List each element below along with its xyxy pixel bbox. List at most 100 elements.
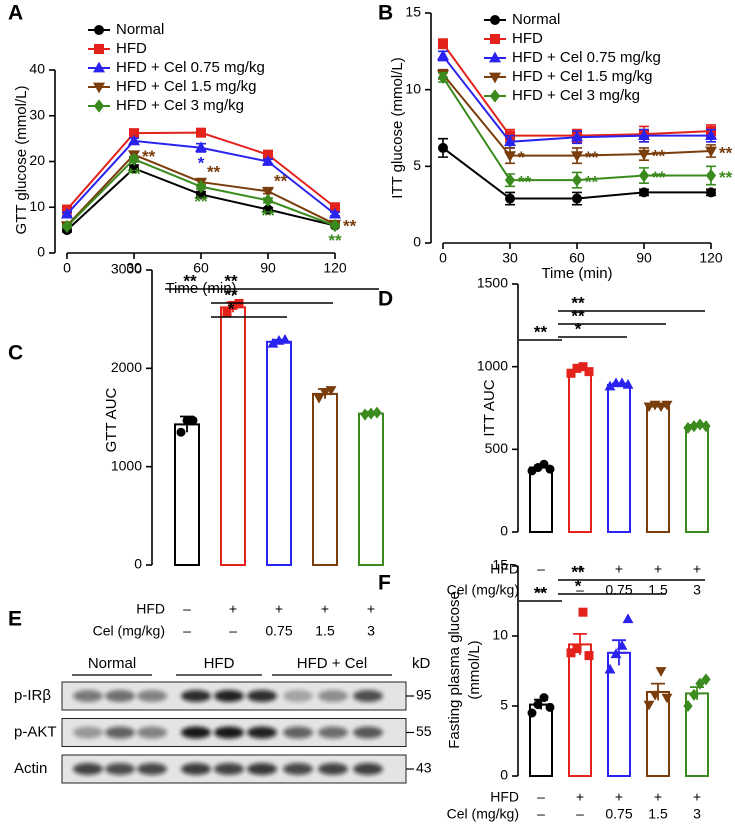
y-tick-label: 1000 [477, 357, 508, 373]
row-value: 1.5 [648, 806, 668, 822]
data-point [196, 127, 206, 138]
blot-band [353, 726, 383, 739]
panel-letter: A [8, 2, 23, 25]
data-point [328, 207, 342, 219]
legend-label: HFD + Cel 1.5 mg/kg [116, 78, 256, 95]
blot-band [73, 763, 103, 775]
blot-band [73, 726, 103, 739]
panel-letter: C [8, 342, 23, 365]
comparison-label: * [228, 299, 235, 318]
data-point [578, 362, 588, 372]
row-value: – [537, 561, 545, 577]
data-point [194, 141, 208, 153]
data-point [584, 367, 594, 377]
y-tick-label: 0 [413, 234, 421, 250]
data-point [695, 677, 705, 690]
data-point [695, 418, 705, 431]
kd-label: 55 [416, 723, 432, 739]
blot-band [318, 763, 348, 775]
significance-label: ** [518, 173, 532, 192]
data-point [649, 690, 661, 701]
row-value: – [537, 789, 545, 805]
data-point [128, 152, 140, 166]
significance-label: ** [343, 217, 357, 236]
data-point [701, 420, 711, 433]
significance-label: ** [142, 147, 156, 166]
kd-label: 43 [416, 760, 432, 776]
bar [646, 405, 670, 534]
y-tick-label: 30 [29, 106, 45, 122]
data-point [545, 464, 555, 474]
y-tick-label: 15 [492, 557, 508, 573]
y-axis-label: ITT glucose (mmol/L) [389, 57, 406, 198]
significance-label: ** [328, 231, 342, 250]
row-value: + [229, 601, 237, 617]
y-axis-label: ITT AUC [481, 379, 498, 436]
data-point [705, 168, 717, 183]
blot-band [214, 763, 244, 775]
y-axis-label: GTT glucose (mmol/L) [13, 86, 30, 235]
significance-label: ** [719, 143, 733, 162]
data-point [572, 644, 582, 654]
legend-marker [93, 99, 105, 113]
blot-band [353, 690, 383, 702]
row-value: + [654, 561, 662, 577]
data-point [689, 688, 699, 701]
x-tick-label: 60 [193, 260, 209, 276]
data-point [643, 700, 655, 711]
legend-label: HFD + Cel 0.75 mg/kg [512, 49, 661, 66]
data-point [637, 149, 651, 161]
data-point [436, 49, 450, 61]
y-tick-label: 5 [500, 697, 508, 713]
blot-band [214, 726, 244, 739]
row-value: 1.5 [648, 582, 668, 598]
data-point [616, 377, 628, 388]
data-point [262, 193, 274, 208]
x-tick-label: 90 [636, 250, 652, 266]
x-tick-label: 60 [569, 250, 585, 266]
row-value: + [693, 561, 701, 577]
data-point [61, 219, 73, 234]
row-value: 3 [693, 806, 701, 822]
comparison-label: ** [571, 293, 585, 312]
row-label: Cel (mg/kg) [447, 806, 519, 822]
row-value: 1.5 [315, 623, 335, 639]
row-label: Cel (mg/kg) [93, 623, 165, 639]
legend-marker [94, 44, 104, 54]
bar [312, 392, 338, 566]
comparison-label: ** [224, 285, 238, 304]
blot-band [214, 690, 244, 702]
data-point [329, 218, 341, 233]
row-value: – [229, 623, 237, 639]
row-value: + [693, 789, 701, 805]
data-point [60, 207, 74, 219]
data-point [279, 333, 291, 344]
row-value: + [321, 601, 329, 617]
y-tick-label: 5 [413, 157, 421, 173]
blot-band [318, 690, 348, 702]
significance-label: ** [585, 148, 599, 167]
data-point [639, 187, 649, 198]
legend-label: HFD + Cel 0.75 mg/kg [116, 59, 265, 76]
blot-band [283, 726, 313, 739]
legend-label: Normal [512, 11, 560, 28]
bar [568, 368, 592, 533]
data-point [616, 639, 628, 650]
blot-band [247, 763, 277, 775]
row-value: + [275, 601, 283, 617]
legend-marker [489, 89, 501, 103]
data-point [222, 307, 232, 317]
data-point [638, 168, 650, 183]
row-label: HFD [490, 789, 519, 805]
bar [529, 466, 553, 533]
data-point [655, 667, 667, 677]
y-tick-label: 1500 [477, 275, 508, 291]
legend-marker [488, 51, 502, 63]
y-tick-label: 0 [500, 523, 508, 539]
data-point [313, 393, 325, 404]
data-point [572, 193, 582, 204]
significance-label: * [198, 153, 205, 172]
blot-band [137, 690, 167, 702]
legend-label: HFD + Cel 3 mg/kg [116, 97, 244, 114]
